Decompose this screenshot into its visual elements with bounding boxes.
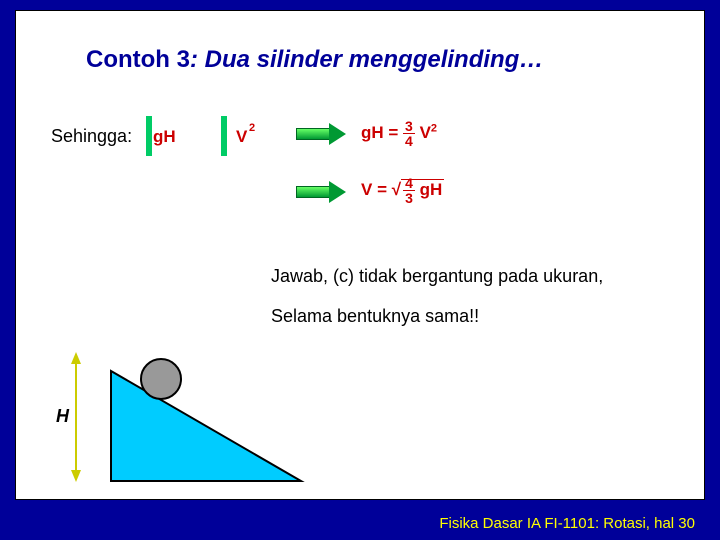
height-label: H <box>56 406 69 427</box>
slide-footer: Fisika Dasar IA FI-1101: Rotasi, hal 30 <box>439 515 695 532</box>
eq2-rhs: V <box>420 123 431 142</box>
title-part-b: : Dua silinder menggelinding… <box>190 46 543 73</box>
arrow-icon-2 <box>296 181 346 203</box>
equation-1-cropped: gH V 2 <box>141 119 271 159</box>
slide-content: Contoh 3: Dua silinder menggelinding… Se… <box>15 10 705 500</box>
so-label: Sehingga: <box>51 126 132 147</box>
arrow-icon-1 <box>296 123 346 145</box>
eq2-eq: = <box>384 123 403 142</box>
highlight-bar-1 <box>146 116 152 156</box>
eq2-sup: 2 <box>431 122 437 134</box>
highlight-bar-2 <box>221 116 227 156</box>
eq3-lhs: V <box>361 180 372 199</box>
eq3-rhs: gH <box>420 180 443 199</box>
title-part-a: Contoh 3 <box>86 46 190 73</box>
eq2-lhs: gH <box>361 123 384 142</box>
equation-3: V = √43 gH <box>361 176 444 205</box>
answer-line-1: Jawab, (c) tidak bergantung pada ukuran, <box>271 266 603 287</box>
answer-line-2: Selama bentuknya sama!! <box>271 306 479 327</box>
eq1-stub-v: V <box>236 127 247 147</box>
eq3-den: 3 <box>403 191 415 205</box>
eq3-num: 4 <box>403 176 415 191</box>
eq1-stub-gh: gH <box>153 127 176 147</box>
eq3-eq: = <box>372 180 391 199</box>
equation-2: gH = 34 V2 <box>361 119 437 148</box>
slide-title: Contoh 3: Dua silinder menggelinding… <box>86 46 543 74</box>
eq2-num: 3 <box>403 119 415 134</box>
eq2-den: 4 <box>403 134 415 148</box>
incline-diagram: H <box>56 346 306 496</box>
diagram-svg <box>56 346 306 496</box>
